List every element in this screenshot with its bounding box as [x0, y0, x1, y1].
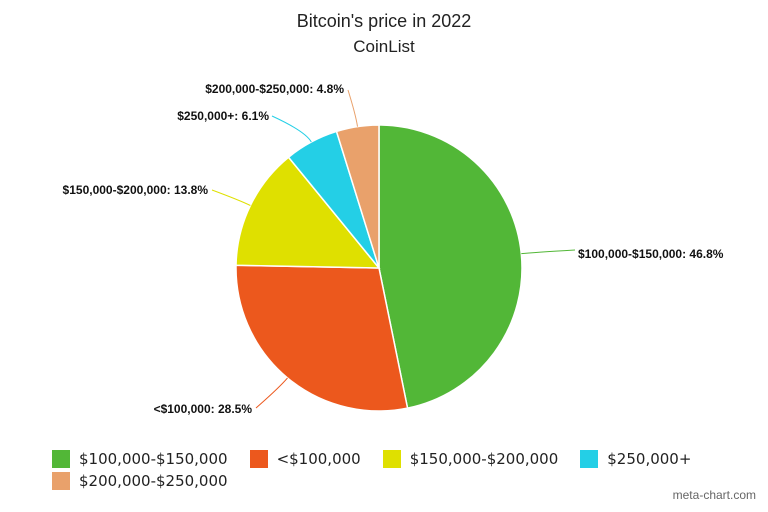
legend-item[interactable]: $250,000+	[580, 450, 691, 468]
legend-swatch	[52, 472, 70, 490]
legend-label: $100,000-$150,000	[79, 450, 228, 468]
legend-label: $250,000+	[607, 450, 692, 468]
legend-label: $200,000-$250,000	[79, 472, 228, 490]
slice-150k-200k[interactable]	[235, 156, 381, 269]
leader-line	[211, 189, 251, 206]
credit-link[interactable]: meta-chart.com	[672, 488, 756, 502]
legend-label: $150,000-$200,000	[409, 450, 559, 468]
legend-swatch	[249, 450, 268, 468]
legend-swatch	[52, 450, 70, 468]
leader-line	[255, 377, 288, 409]
data-label-250k-plus: $250,000+: 6.1%	[177, 109, 269, 123]
slice-200k-250k[interactable]	[335, 124, 380, 269]
chart-title: Bitcoin's price in 2022	[296, 11, 472, 31]
data-label-200k-250k: $200,000-$250,000: 4.8%	[205, 82, 344, 96]
slice-under-100k[interactable]	[235, 264, 409, 412]
legend-swatch	[382, 450, 401, 468]
chart-subtitle: CoinList	[353, 37, 415, 56]
legend-item[interactable]: $200,000-$250,000	[52, 472, 228, 490]
legend-item[interactable]: $150,000-$200,000	[382, 450, 559, 468]
data-label-150k-200k: $150,000-$200,000: 13.8%	[63, 183, 209, 197]
legend-swatch	[580, 450, 599, 468]
legend-item[interactable]: $100,000-$150,000	[52, 450, 228, 468]
legend-label: <$100,000	[276, 450, 361, 468]
leader-line	[271, 115, 312, 143]
data-label-under-100k: <$100,000: 28.5%	[154, 402, 253, 416]
leader-line	[347, 89, 359, 127]
legend-item[interactable]: <$100,000	[249, 450, 361, 468]
leader-line	[521, 249, 576, 255]
slice-100k-150k[interactable]	[378, 124, 523, 410]
data-label-100k-150k: $100,000-$150,000: 46.8%	[578, 247, 724, 261]
legend: $100,000-$150,000 <$100,000 $150,000-$20…	[52, 448, 752, 492]
